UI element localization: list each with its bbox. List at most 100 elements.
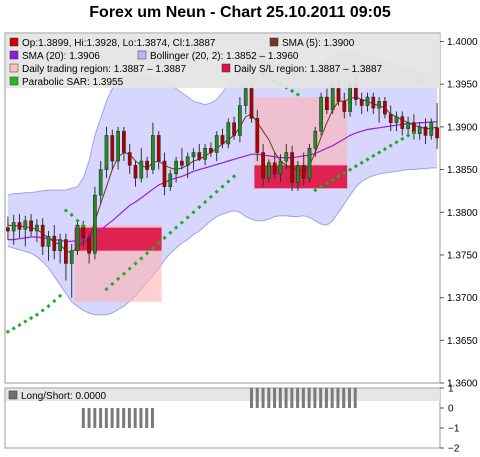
sar-dot (405, 133, 411, 138)
long-short-bar (255, 388, 259, 408)
candle-body (11, 222, 16, 232)
long-short-bar (307, 388, 311, 408)
legend-swatch (9, 76, 19, 86)
candle-body (319, 96, 323, 132)
sma20-line (7, 121, 438, 242)
long-short-bar (261, 388, 265, 408)
long-short-bar (93, 408, 97, 428)
long-short-panel: Long/Short: 0.0000 1 0 −1 −2 (4, 384, 460, 455)
long-short-bar (296, 388, 300, 408)
long-short-bar (145, 408, 149, 428)
candle-body (23, 220, 28, 230)
sar-dot (342, 170, 347, 176)
legend-label: Bollinger (20, 2): 1.3852 – 1.3960 (150, 51, 299, 62)
legend-swatch (9, 63, 19, 73)
legend-swatch (221, 63, 231, 73)
sar-dot (376, 150, 382, 155)
long-short-bar (150, 408, 154, 428)
candle-body (423, 126, 428, 136)
candle-body (232, 122, 236, 136)
legend-label: Daily trading region: 1.3887 – 1.3887 (22, 64, 186, 75)
long-short-bar (330, 388, 334, 408)
candle-body (377, 101, 381, 109)
sar-dot (162, 235, 167, 240)
candle-body (307, 147, 312, 179)
legend-swatch (269, 37, 279, 47)
long-short-bar (284, 388, 288, 408)
candle-body (220, 135, 225, 145)
candle-body (110, 135, 115, 162)
candle-body (388, 113, 393, 123)
candle-body (243, 88, 248, 106)
candle-body (290, 152, 294, 183)
candle-body (162, 160, 167, 187)
sar-dot (69, 212, 74, 217)
long-short-bar (347, 388, 351, 408)
sar-dot (400, 136, 405, 141)
sar-dot (208, 194, 214, 200)
y-tick-label: 1.3800 (447, 208, 478, 219)
long-short-bar (116, 408, 120, 428)
legend-label: Daily S/L region: 1.3887 – 1.3887 (234, 64, 383, 75)
candle-body (29, 220, 33, 232)
candle-body (197, 152, 202, 160)
sar-dot (168, 230, 173, 235)
long-short-bar (342, 388, 346, 408)
candle-body (284, 152, 289, 162)
sar-dot (411, 130, 417, 135)
candle-body (64, 239, 68, 264)
sar-dot (231, 174, 237, 179)
legend-swatch (9, 50, 19, 60)
candle-body (226, 122, 231, 145)
long-short-bar (122, 408, 126, 428)
candle-body (6, 227, 10, 232)
sar-dot (185, 215, 190, 220)
chart-title: Forex um Neun - Chart 25.10.2011 09:05 (89, 4, 391, 21)
candle-body (429, 122, 434, 136)
candle-body (168, 173, 173, 187)
sar-dot (371, 153, 376, 159)
candle-body (278, 160, 283, 175)
candle-body (365, 96, 370, 106)
candle-body (203, 147, 207, 160)
sar-dot (353, 164, 359, 169)
sar-dot (220, 184, 225, 189)
candle-body (69, 250, 74, 264)
candle-body (52, 235, 57, 251)
candle-body (435, 127, 439, 139)
y-tick-label: 1.3750 (447, 250, 478, 261)
candle-body (17, 222, 22, 230)
subpanel-y-tick-label: 0 (448, 404, 454, 415)
candle-body (133, 165, 138, 179)
long-short-bar (278, 388, 282, 408)
y-tick-label: 1.4000 (447, 37, 478, 48)
sar-dot (139, 256, 144, 261)
legend-label: SMA (5): 1.3900 (282, 38, 355, 49)
sar-dot (144, 251, 150, 256)
daily-sl-region (254, 165, 348, 189)
sar-dot (382, 146, 388, 152)
candle-body (342, 101, 347, 112)
subpanel-y-tick-label: −2 (448, 444, 460, 455)
sar-dot (365, 157, 370, 162)
long-short-bar (87, 408, 91, 428)
legend-swatch (137, 50, 147, 60)
long-short-bar (250, 388, 253, 408)
candle-body (93, 194, 97, 254)
legend-label: Parabolic SAR: 1.3955 (22, 77, 124, 88)
legend-background (6, 34, 440, 88)
sar-dot (197, 205, 202, 210)
y-tick-label: 1.3600 (447, 379, 478, 390)
candle-body (35, 224, 39, 232)
candle-body (75, 224, 80, 251)
subpanel-y-tick-label: −1 (448, 424, 460, 435)
y-tick-label: 1.3700 (447, 293, 478, 304)
legend-label: SMA (20): 1.3906 (22, 51, 100, 62)
sar-dot (75, 218, 80, 223)
candle-body (296, 165, 300, 183)
candle-body (151, 135, 155, 170)
subpanel-legend-label: Long/Short: 0.0000 (21, 391, 107, 402)
candle-body (325, 96, 329, 111)
long-short-bar (290, 388, 294, 408)
